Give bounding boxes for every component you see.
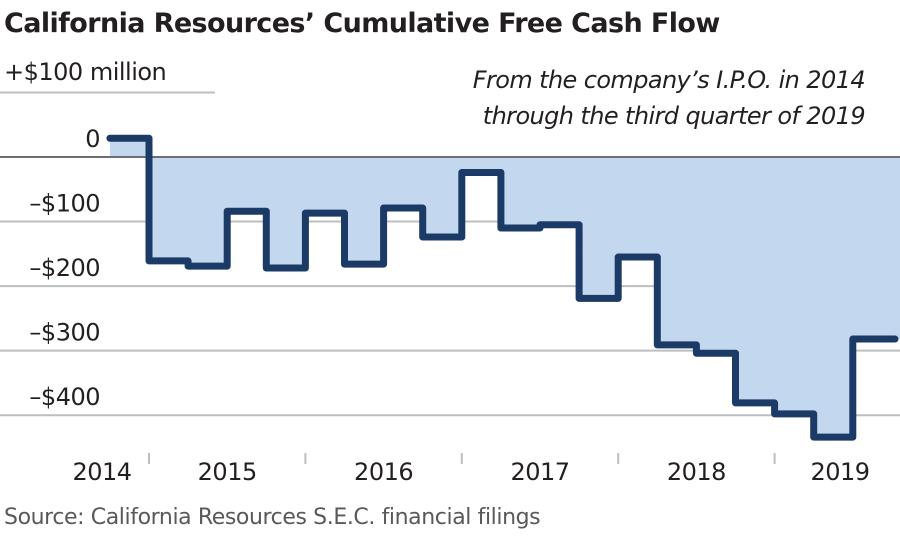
x-tick-label: 2017 [510, 458, 569, 486]
y-tick-label: 0 [85, 125, 100, 153]
y-tick-label: –$100 [29, 190, 100, 218]
y-tick-label: –$300 [29, 319, 100, 347]
x-tick-label: 2014 [72, 458, 131, 486]
step-line-layer [106, 134, 899, 441]
x-axis: 2014 2015 2016 2017 2018 2019 [72, 453, 870, 486]
step-line [106, 134, 899, 441]
chart-title: California Resources’ Cumulative Free Ca… [4, 8, 720, 39]
y-axis-unit-label: +$100 million [4, 58, 166, 86]
subtitle-line-1: From the company’s I.P.O. in 2014 [473, 66, 865, 94]
x-tick-label: 2019 [810, 458, 869, 486]
source-note: Source: California Resources S.E.C. fina… [4, 505, 540, 530]
y-tick-label: –$200 [29, 254, 100, 282]
y-tick-labels: 0 –$100 –$200 –$300 –$400 [29, 125, 100, 411]
y-tick-label: –$400 [29, 383, 100, 411]
x-tick-label: 2016 [354, 458, 413, 486]
area-fill-layer [109, 138, 900, 438]
area-fill-edge [895, 157, 900, 340]
x-tick-label: 2018 [667, 458, 726, 486]
x-tick-label: 2015 [198, 458, 257, 486]
subtitle-line-2: through the third quarter of 2019 [483, 102, 865, 130]
